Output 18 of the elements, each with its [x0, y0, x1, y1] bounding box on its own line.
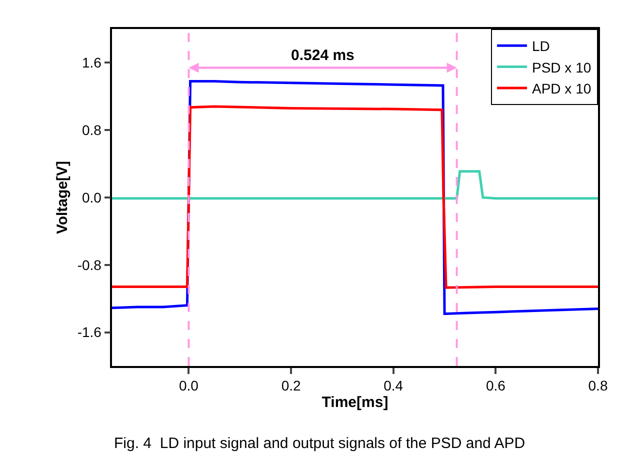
x-tick-label: 0.2	[281, 378, 301, 394]
x-axis-title: Time[ms]	[322, 394, 388, 412]
x-tick-label: 0.0	[179, 378, 199, 394]
y-tick-label: 1.6	[82, 54, 102, 71]
y-tick-label: -0.8	[77, 256, 102, 273]
annotation: 0.524 ms	[291, 47, 354, 64]
x-tick-label: 0.6	[486, 378, 506, 394]
y-tick-label: 0.0	[82, 189, 102, 206]
y-tick-label: -1.6	[77, 324, 102, 340]
y-tick-label: 0.8	[82, 122, 102, 138]
y-axis-title: Voltage[V]	[54, 160, 72, 234]
caption: Fig. 4 LD input signal and output signals of the PSD and APD	[114, 435, 526, 452]
line-series	[112, 105, 598, 289]
legend-label: PSD x 10	[532, 59, 592, 76]
legend-label: APD x 10	[532, 80, 592, 96]
legend-label: LD	[532, 38, 550, 54]
x-tick-label: 0.8	[588, 378, 608, 394]
x-tick-label: 0.4	[384, 378, 404, 394]
